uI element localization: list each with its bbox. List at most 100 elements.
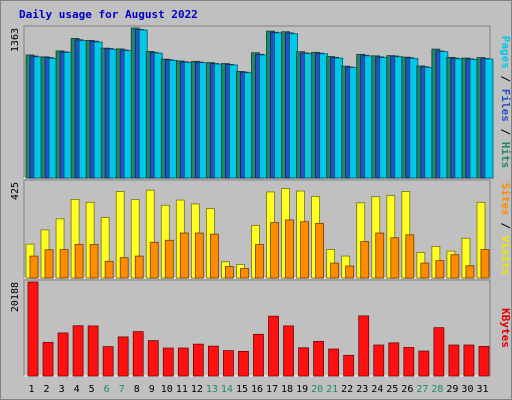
bar-kbytes-day-5 — [87, 325, 99, 377]
bar-kbytes-day-24 — [373, 344, 385, 377]
x-tick-label-day-19: 19 — [296, 384, 308, 395]
bar-sites-day-17 — [270, 222, 279, 279]
bar-sites-day-7 — [119, 257, 129, 279]
bar-kbytes-day-12 — [192, 343, 204, 377]
y-max-label-kbytes: 20188 — [10, 282, 21, 312]
side-label-pages-files-hits: Pages / Files / Hits — [499, 36, 512, 169]
bar-kbytes-day-18 — [283, 325, 294, 377]
side-label-part: Hits — [499, 142, 512, 169]
x-tick-label-day-11: 11 — [176, 384, 188, 395]
x-tick-label-day-31: 31 — [476, 384, 488, 395]
x-tick-label-day-20: 20 — [311, 384, 323, 395]
bar-kbytes-day-30 — [463, 344, 475, 377]
bar-kbytes-day-17 — [268, 315, 279, 377]
bar-kbytes-day-4 — [72, 325, 84, 377]
side-label-part: Sites — [499, 183, 512, 216]
bar-sites-day-21 — [330, 262, 340, 279]
bar-kbytes-day-21 — [328, 348, 340, 377]
bar-sites-day-2 — [44, 249, 54, 279]
x-tick-label-day-16: 16 — [251, 384, 263, 395]
bar-kbytes-day-3 — [57, 332, 69, 377]
bar-kbytes-day-25 — [388, 342, 400, 377]
x-tick-label-day-2: 2 — [44, 384, 50, 395]
x-tick-label-day-17: 17 — [266, 384, 278, 395]
y-max-label-pages-files-hits: 1363 — [10, 28, 21, 52]
side-label-part: Files — [499, 89, 512, 122]
side-label-part: Visits — [499, 236, 512, 276]
bar-sites-day-26 — [405, 234, 415, 279]
bar-sites-day-14 — [225, 266, 234, 279]
x-tick-label-day-14: 14 — [221, 384, 233, 395]
x-tick-label-day-12: 12 — [191, 384, 203, 395]
bar-kbytes-day-1 — [27, 281, 39, 377]
x-tick-label-day-10: 10 — [161, 384, 173, 395]
bar-sites-day-16 — [255, 244, 264, 279]
x-tick-label-day-28: 28 — [431, 384, 443, 395]
x-tick-label-day-9: 9 — [149, 384, 155, 395]
chart-title: Daily usage for August 2022 — [19, 8, 198, 21]
side-label-part: Pages — [499, 36, 512, 69]
bar-sites-day-27 — [420, 262, 430, 279]
bar-sites-day-18 — [285, 219, 294, 279]
bar-kbytes-day-28 — [433, 327, 445, 377]
bar-kbytes-day-9 — [147, 340, 159, 377]
bar-sites-day-25 — [390, 237, 400, 279]
bar-pages-day-31 — [484, 58, 494, 179]
bar-sites-day-29 — [450, 254, 460, 279]
side-label-part: / — [499, 122, 512, 142]
x-tick-label-day-8: 8 — [134, 384, 140, 395]
bar-sites-day-15 — [240, 268, 249, 279]
bar-kbytes-day-26 — [403, 347, 415, 377]
side-label-part: KBytes — [499, 308, 512, 348]
x-tick-label-day-24: 24 — [371, 384, 383, 395]
bar-kbytes-day-19 — [298, 347, 309, 377]
bar-kbytes-day-23 — [358, 315, 370, 377]
bar-sites-day-28 — [435, 260, 445, 279]
x-tick-label-day-5: 5 — [89, 384, 95, 395]
side-label-part: / — [499, 216, 512, 236]
bar-kbytes-day-27 — [418, 350, 430, 377]
bar-sites-day-12 — [194, 232, 204, 279]
side-label-kbytes: KBytes — [499, 308, 512, 348]
bar-kbytes-day-14 — [223, 350, 234, 377]
bar-kbytes-day-6 — [102, 346, 114, 377]
x-tick-label-day-25: 25 — [386, 384, 398, 395]
y-max-label-sites-visits: 425 — [10, 182, 21, 200]
bar-sites-day-23 — [360, 241, 370, 279]
x-tick-label-day-3: 3 — [59, 384, 65, 395]
bar-sites-day-24 — [375, 232, 385, 279]
bar-kbytes-day-10 — [162, 347, 174, 377]
x-tick-label-day-6: 6 — [104, 384, 110, 395]
bar-kbytes-day-20 — [313, 340, 325, 377]
bar-kbytes-day-11 — [177, 347, 189, 377]
bar-sites-day-13 — [209, 233, 219, 279]
bar-sites-day-11 — [179, 232, 189, 279]
bar-kbytes-day-22 — [343, 354, 355, 377]
bar-kbytes-day-7 — [117, 336, 129, 377]
bar-kbytes-day-31 — [478, 345, 490, 377]
bar-kbytes-day-15 — [238, 350, 249, 377]
bar-kbytes-day-16 — [253, 333, 264, 377]
x-tick-label-day-26: 26 — [401, 384, 413, 395]
bar-sites-day-3 — [59, 249, 69, 279]
bar-sites-day-6 — [104, 260, 114, 279]
x-tick-label-day-18: 18 — [281, 384, 293, 395]
bar-sites-day-4 — [74, 243, 84, 279]
bar-sites-day-5 — [89, 244, 99, 279]
x-tick-label-day-15: 15 — [236, 384, 248, 395]
side-label-part: / — [499, 69, 512, 89]
bar-sites-day-20 — [315, 222, 325, 279]
x-tick-label-day-4: 4 — [74, 384, 80, 395]
x-tick-label-day-7: 7 — [119, 384, 125, 395]
x-tick-label-day-30: 30 — [461, 384, 473, 395]
bar-sites-day-31 — [480, 249, 490, 279]
bar-sites-day-10 — [164, 239, 174, 279]
bar-sites-day-19 — [300, 221, 309, 279]
x-tick-label-day-1: 1 — [29, 384, 35, 395]
bar-sites-day-30 — [465, 265, 475, 279]
bar-sites-day-9 — [149, 241, 159, 279]
bar-sites-day-8 — [134, 255, 144, 279]
bar-kbytes-day-13 — [207, 345, 219, 377]
x-tick-label-day-29: 29 — [446, 384, 458, 395]
